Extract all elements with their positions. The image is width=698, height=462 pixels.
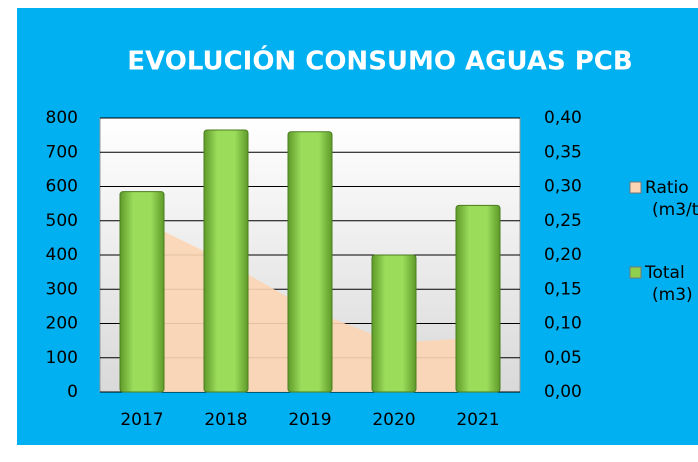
y-tick-label: 500 [46, 211, 78, 231]
bar [287, 131, 333, 393]
y2-tick-label: 0,35 [544, 142, 582, 162]
y-tick-label: 100 [46, 348, 78, 368]
x-tick-label: 2018 [204, 410, 247, 430]
bar [455, 204, 501, 393]
x-tick-label: 2019 [288, 410, 331, 430]
y-tick-label: 300 [46, 279, 78, 299]
bar [371, 254, 417, 393]
y-tick-label: 800 [46, 108, 78, 128]
legend-label: Ratio(m3/t) [645, 178, 698, 220]
bar [119, 191, 165, 393]
y-tick-label: 200 [46, 314, 78, 334]
y-tick-label: 0 [67, 382, 78, 402]
y2-tick-label: 0,00 [544, 382, 582, 402]
x-tick-label: 2021 [456, 410, 499, 430]
legend-label: Total (m3) [644, 263, 693, 305]
y2-tick-label: 0,30 [544, 177, 582, 197]
chart-title: EVOLUCIÓN CONSUMO AGUAS PCB [127, 45, 632, 77]
y2-tick-label: 0,15 [544, 279, 582, 299]
bar [203, 129, 249, 393]
legend-swatch [629, 266, 642, 279]
y-tick-label: 700 [46, 142, 78, 162]
y-tick-label: 600 [46, 177, 78, 197]
x-tick-label: 2017 [120, 410, 163, 430]
y2-tick-label: 0,10 [544, 314, 582, 334]
y2-tick-label: 0,40 [544, 108, 582, 128]
y-tick-label: 400 [46, 245, 78, 265]
y2-tick-label: 0,05 [544, 348, 582, 368]
x-tick-label: 2020 [372, 410, 415, 430]
y2-tick-label: 0,25 [544, 211, 582, 231]
legend-swatch [629, 181, 642, 194]
y2-tick-label: 0,20 [544, 245, 582, 265]
